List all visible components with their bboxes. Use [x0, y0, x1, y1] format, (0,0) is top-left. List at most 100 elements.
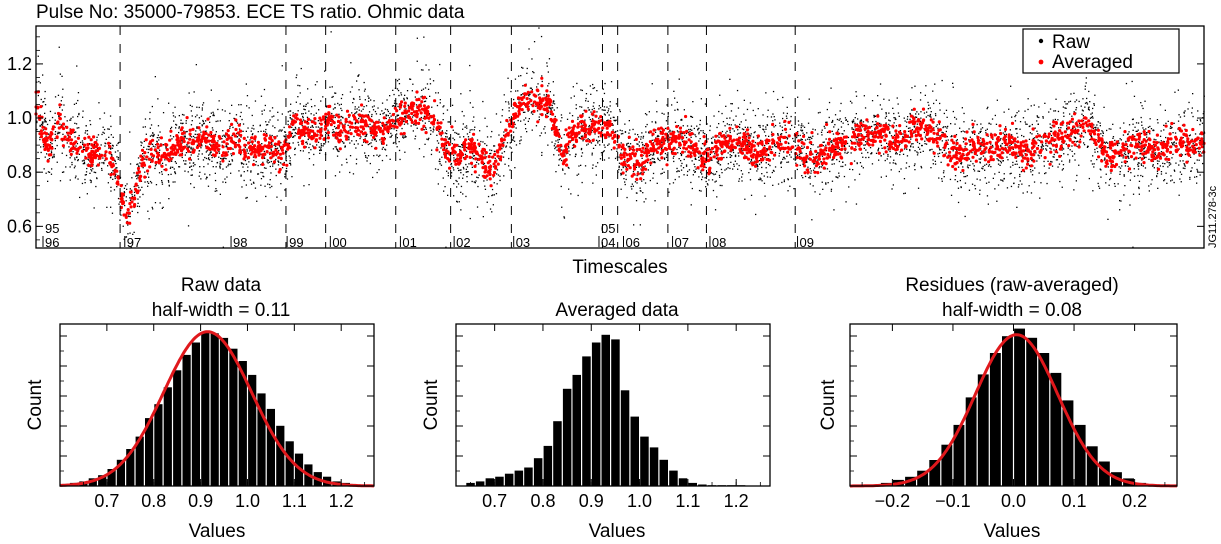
raw-point — [553, 145, 555, 147]
raw-point — [1114, 139, 1116, 142]
raw-point — [345, 158, 348, 160]
raw-point — [1170, 163, 1172, 165]
raw-point — [923, 112, 926, 114]
raw-point — [385, 114, 387, 116]
raw-point — [285, 167, 288, 170]
raw-point — [1137, 162, 1140, 164]
raw-point — [466, 181, 468, 183]
raw-point — [657, 157, 659, 159]
raw-point — [968, 128, 970, 130]
raw-point — [807, 158, 810, 160]
raw-point — [801, 152, 803, 154]
raw-point — [806, 132, 808, 134]
raw-point — [349, 129, 351, 131]
raw-point — [730, 110, 733, 112]
raw-point — [1090, 135, 1092, 137]
raw-point — [620, 152, 622, 154]
raw-point — [131, 193, 133, 196]
raw-point — [230, 172, 232, 174]
raw-point — [514, 167, 516, 169]
raw-point — [352, 97, 355, 100]
raw-point — [76, 65, 78, 67]
raw-point — [493, 194, 495, 196]
raw-point — [969, 136, 971, 138]
raw-point — [826, 108, 828, 111]
raw-point — [198, 153, 200, 155]
raw-point — [608, 157, 610, 159]
raw-point — [1173, 144, 1175, 146]
raw-point — [636, 174, 638, 177]
raw-point — [1090, 160, 1092, 162]
raw-point — [1136, 152, 1138, 154]
raw-point — [1048, 111, 1050, 113]
raw-point — [750, 158, 753, 161]
raw-point — [625, 178, 627, 181]
raw-point — [44, 117, 47, 119]
raw-point — [765, 128, 767, 130]
raw-point — [39, 114, 41, 116]
raw-point — [780, 162, 782, 165]
raw-point — [1009, 144, 1011, 146]
raw-point — [799, 134, 801, 137]
raw-point — [232, 126, 234, 129]
raw-point — [363, 90, 366, 92]
raw-point — [921, 144, 923, 147]
raw-point — [903, 178, 906, 180]
raw-point — [240, 175, 242, 177]
raw-point — [794, 133, 796, 135]
raw-point — [981, 141, 983, 144]
raw-point — [587, 107, 589, 109]
raw-point — [893, 122, 895, 124]
raw-point — [695, 135, 697, 138]
raw-point — [1084, 102, 1087, 104]
raw-point — [589, 85, 591, 87]
raw-point — [77, 115, 79, 118]
raw-point — [1134, 126, 1136, 128]
raw-point — [196, 144, 198, 146]
raw-point — [197, 155, 199, 157]
raw-point — [61, 109, 63, 111]
raw-point — [1027, 98, 1029, 100]
raw-point — [1005, 133, 1007, 135]
raw-point — [307, 126, 309, 128]
raw-point — [896, 153, 898, 155]
raw-point — [1002, 180, 1004, 182]
raw-point — [1060, 127, 1062, 129]
raw-point — [749, 168, 752, 170]
raw-point — [910, 146, 912, 148]
raw-point — [916, 123, 918, 125]
raw-point — [842, 133, 844, 135]
raw-point — [45, 121, 47, 123]
raw-point — [526, 131, 528, 133]
raw-point — [1062, 168, 1064, 170]
raw-point — [905, 162, 908, 164]
raw-point — [255, 161, 257, 163]
raw-point — [795, 156, 797, 158]
raw-point — [371, 115, 373, 118]
raw-point — [142, 167, 144, 169]
raw-point — [778, 152, 781, 155]
raw-point — [554, 115, 556, 118]
raw-point — [484, 188, 487, 190]
raw-point — [681, 140, 684, 143]
raw-point — [277, 160, 280, 162]
raw-point — [886, 158, 888, 160]
raw-point — [212, 113, 215, 115]
raw-point — [41, 105, 44, 107]
raw-point — [235, 121, 238, 123]
raw-point — [332, 131, 335, 133]
raw-point — [379, 154, 381, 156]
raw-point — [647, 161, 649, 164]
raw-point — [1092, 117, 1094, 119]
raw-point — [508, 107, 510, 109]
raw-point — [771, 135, 773, 137]
raw-point — [823, 125, 825, 128]
raw-point — [674, 178, 676, 181]
raw-point — [623, 178, 625, 180]
raw-point — [184, 170, 186, 172]
raw-point — [1132, 118, 1134, 120]
raw-point — [185, 163, 187, 165]
raw-point — [200, 115, 203, 117]
raw-point — [384, 149, 387, 151]
raw-point — [551, 141, 553, 143]
